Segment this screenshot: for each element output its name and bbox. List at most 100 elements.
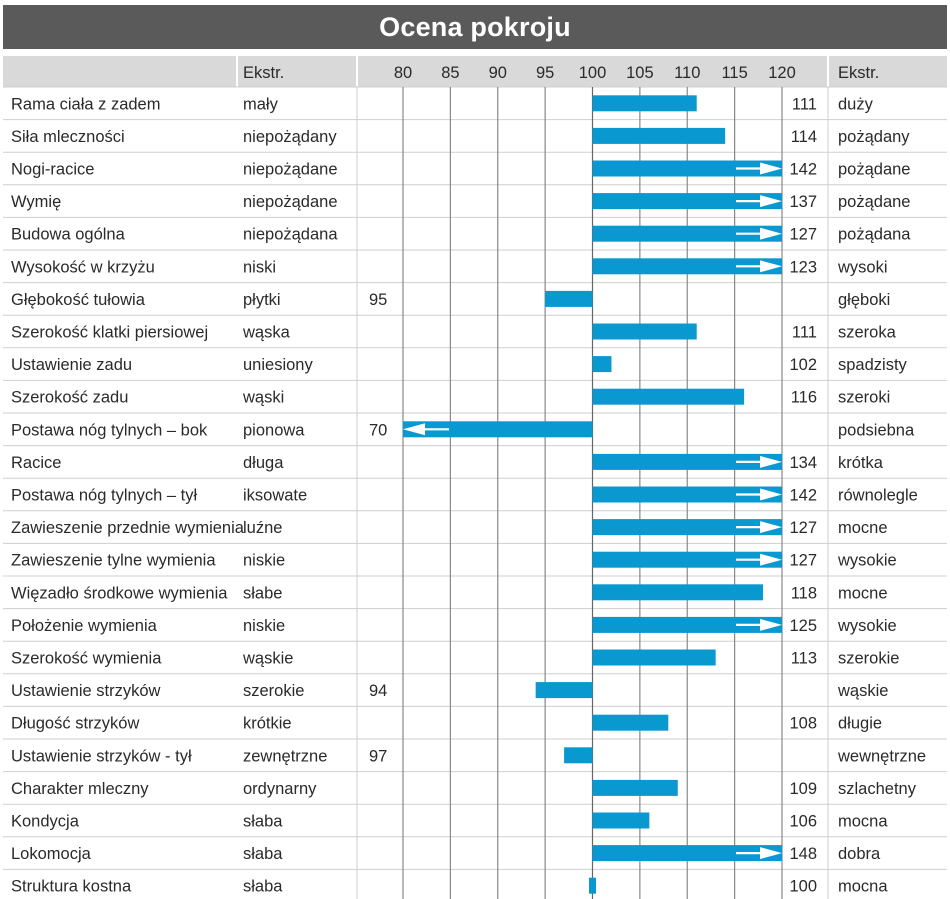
bar [592, 388, 745, 405]
left-extreme-label: niepożądany [243, 128, 337, 146]
bar [592, 127, 726, 144]
x-tick-label: 110 [674, 64, 700, 82]
header-band [3, 56, 947, 87]
trait-label: Postawa nóg tylnych – tył [11, 487, 198, 505]
bar [592, 519, 782, 536]
value-label: 111 [792, 324, 817, 342]
bar [592, 193, 782, 210]
bar [592, 356, 612, 373]
left-extreme-label: niskie [243, 552, 285, 570]
right-extreme-label: szlachetny [838, 780, 917, 798]
left-extreme-label: pionowa [243, 421, 305, 439]
chart-title: Ocena pokroju [3, 5, 947, 49]
left-extreme-label: niepożądana [243, 226, 338, 244]
value-label: 108 [789, 715, 817, 733]
trait-label: Nogi-racice [11, 161, 94, 179]
trait-label: Struktura kostna [11, 878, 132, 896]
right-extreme-label: dobra [838, 845, 881, 863]
right-extreme-label: krótka [838, 454, 884, 472]
clip-arrow-head [760, 553, 782, 566]
trait-label: Charakter mleczny [11, 780, 149, 798]
left-extreme-label: płytki [243, 291, 281, 309]
right-extreme-label: wąskie [837, 682, 888, 700]
bar [592, 486, 782, 503]
x-tick-label: 80 [394, 64, 412, 82]
value-label: 100 [789, 878, 817, 896]
clip-arrow-head [760, 847, 782, 860]
left-extreme-label: niskie [243, 617, 285, 635]
left-extreme-label: słaba [243, 845, 283, 863]
right-extreme-label: wysokie [837, 617, 897, 635]
trait-label: Wymię [11, 193, 61, 211]
clip-arrow-head [760, 488, 782, 501]
value-label: 70 [369, 421, 387, 439]
left-extreme-label: uniesiony [243, 356, 313, 374]
right-extreme-label: wewnętrzne [837, 747, 926, 765]
trait-label: Racice [11, 454, 61, 472]
bar [592, 160, 782, 177]
value-label: 94 [369, 682, 387, 700]
left-extreme-label: mały [243, 95, 279, 113]
right-extreme-label: mocna [838, 813, 888, 831]
right-extreme-label: pożądane [838, 193, 911, 211]
left-extreme-label: słaba [243, 813, 283, 831]
bar [592, 551, 782, 568]
trait-label: Szerokość klatki piersiowej [11, 324, 208, 342]
bar [592, 323, 697, 340]
left-extreme-label: wąska [242, 324, 291, 342]
value-label: 148 [789, 845, 817, 863]
trait-label: Położenie wymienia [11, 617, 158, 635]
header-right-extreme: Ekstr. [838, 64, 879, 82]
right-extreme-label: mocne [838, 584, 888, 602]
trait-label: Ustawienie strzyków [11, 682, 161, 700]
trait-label: Siła mleczności [11, 128, 125, 146]
right-extreme-label: pożądane [838, 161, 911, 179]
header-left-extreme: Ekstr. [243, 64, 284, 82]
right-extreme-label: szerokie [838, 650, 899, 668]
value-label: 127 [789, 519, 817, 537]
clip-arrow-head [760, 521, 782, 534]
trait-label: Zawieszenie przednie wymienia [11, 519, 245, 537]
right-extreme-label: wysoki [837, 258, 888, 276]
trait-label: Ustawienie strzyków - tył [11, 747, 192, 765]
value-label: 142 [789, 487, 817, 505]
value-label: 97 [369, 747, 387, 765]
bar [545, 290, 593, 307]
value-label: 116 [791, 389, 817, 407]
right-extreme-label: mocna [838, 878, 888, 896]
value-label: 109 [789, 780, 817, 798]
value-label: 142 [789, 161, 817, 179]
left-extreme-label: iksowate [243, 487, 307, 505]
bar [592, 845, 782, 862]
value-label: 127 [789, 552, 817, 570]
trait-label: Lokomocja [11, 845, 92, 863]
left-extreme-label: wąski [242, 389, 284, 407]
left-extreme-label: ordynarny [243, 780, 317, 798]
bar [592, 714, 669, 731]
left-extreme-label: niepożądane [243, 193, 338, 211]
right-extreme-label: podsiebna [838, 421, 915, 439]
right-extreme-label: szeroka [838, 324, 897, 342]
x-tick-label: 120 [768, 64, 796, 82]
clip-arrow-head [760, 195, 782, 208]
right-extreme-label: pożądany [838, 128, 910, 146]
right-extreme-label: spadzisty [838, 356, 908, 374]
clip-arrow-head [760, 162, 782, 175]
bar [592, 95, 697, 112]
value-label: 114 [791, 128, 817, 146]
clip-arrow-head [760, 260, 782, 273]
trait-label: Budowa ogólna [11, 226, 126, 244]
right-extreme-label: szeroki [838, 389, 890, 407]
trait-label: Postawa nóg tylnych – bok [11, 421, 208, 439]
left-extreme-label: luźne [243, 519, 282, 537]
clip-arrow-head [403, 423, 425, 436]
bar [403, 421, 593, 438]
left-extreme-label: długa [243, 454, 284, 472]
left-extreme-label: zewnętrzne [243, 747, 327, 765]
trait-label: Długość strzyków [11, 715, 139, 733]
x-tick-label: 95 [536, 64, 554, 82]
x-tick-label: 100 [579, 64, 607, 82]
bar [592, 225, 782, 242]
x-tick-label: 85 [441, 64, 459, 82]
x-tick-label: 105 [626, 64, 654, 82]
